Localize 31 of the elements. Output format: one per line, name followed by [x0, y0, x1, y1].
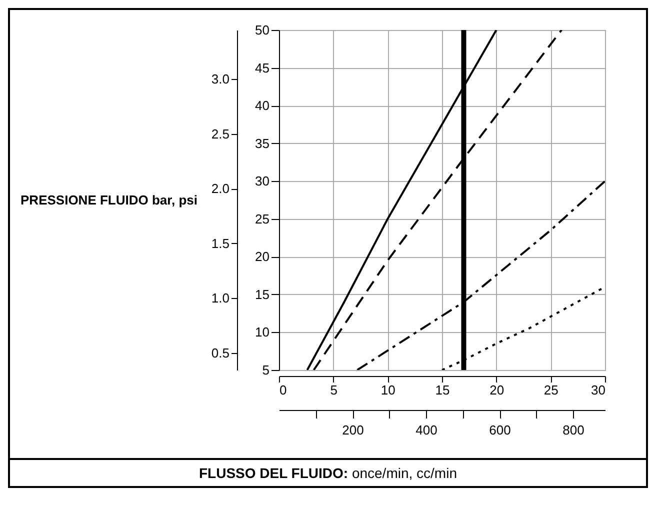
y2-tick-label: 25	[255, 211, 270, 226]
x-tick-label: 15	[435, 382, 450, 398]
y2-tick-label: 35	[255, 136, 270, 151]
x-tick-label: 25	[544, 382, 558, 398]
y-tick-label: 0.5	[211, 346, 230, 361]
y2-tick-label: 45	[255, 60, 270, 76]
y2-tick-label: 15	[255, 286, 270, 302]
x-axis-title: FLUSSO DEL FLUIDO: once/min, cc/min	[9, 459, 647, 487]
y-tick-label: 2.5	[211, 126, 230, 142]
line-series	[312, 30, 563, 370]
y2-tick-label: 5	[262, 362, 270, 378]
x-tick-label: 20	[490, 382, 504, 398]
x-tick-label: 0	[280, 382, 287, 398]
x2-tick-label: 400	[416, 422, 438, 438]
y-tick-label: 1.5	[211, 236, 230, 251]
x-tick-label: 5	[330, 382, 338, 398]
y2-tick-label: 30	[255, 174, 270, 189]
x2-tick-label: 600	[489, 422, 511, 438]
y-axis-title: PRESSIONE FLUIDO bar, psi	[20, 192, 198, 208]
x-tick-label: 10	[380, 382, 396, 398]
x-tick-label: 30	[591, 382, 606, 398]
y-tick-label: 2.0	[211, 181, 230, 196]
y2-tick-label: 10	[255, 324, 270, 340]
x2-tick-label: 200	[342, 422, 364, 438]
y2-tick-label: 40	[255, 98, 270, 114]
y-tick-label: 1.0	[211, 290, 230, 306]
y-tick-label: 3.0	[211, 72, 230, 87]
line-series	[306, 30, 498, 370]
y2-tick-label: 20	[255, 249, 270, 264]
y2-tick-label: 50	[255, 22, 270, 38]
x2-tick-label: 800	[562, 422, 584, 438]
